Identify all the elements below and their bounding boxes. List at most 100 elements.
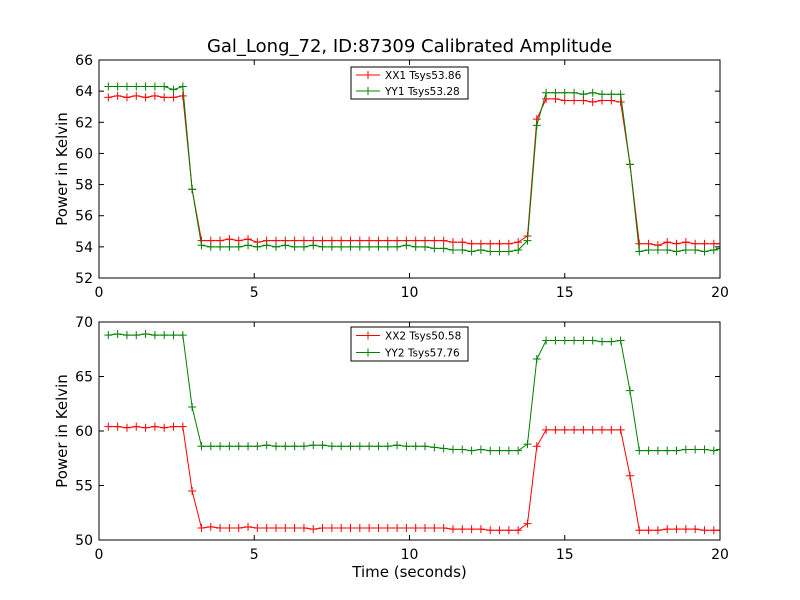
data-point-yy1 xyxy=(122,82,131,91)
legend-entry: XX1 Tsys53.86 xyxy=(385,70,462,82)
data-point-yy1 xyxy=(495,247,504,256)
data-point-yy2 xyxy=(234,442,243,451)
data-point-xx2 xyxy=(318,524,327,533)
data-point-yy2 xyxy=(467,446,476,455)
data-point-yy2 xyxy=(104,331,113,340)
data-point-yy1 xyxy=(467,247,476,256)
data-point-xx1 xyxy=(716,239,720,248)
top-panel-xx1-yy1: 0 5 10 15 20 52 54 56 58 60 62 64 66 Gal_Long_72, ID:… xyxy=(53,36,729,301)
data-point-yy2 xyxy=(716,445,720,454)
data-point-yy2 xyxy=(244,442,253,451)
data-point-yy1 xyxy=(309,241,318,250)
data-point-yy2 xyxy=(206,442,215,451)
data-point-yy1 xyxy=(598,90,607,99)
data-point-yy2 xyxy=(476,445,485,454)
data-point-yy1 xyxy=(691,245,700,254)
data-point-yy2 xyxy=(411,442,420,451)
data-point-yy1 xyxy=(504,247,513,256)
data-point-yy2 xyxy=(253,442,262,451)
data-point-yy1 xyxy=(113,82,122,91)
data-point-xx1 xyxy=(104,93,113,102)
data-point-yy1 xyxy=(132,82,141,91)
data-point-yy1 xyxy=(104,82,113,91)
data-point-yy1 xyxy=(709,245,718,254)
y-tick-label: 55 xyxy=(75,479,93,495)
data-point-yy2 xyxy=(402,442,411,451)
y-tick-label: 65 xyxy=(75,370,93,386)
data-point-yy2 xyxy=(700,445,709,454)
data-point-xx1 xyxy=(430,236,439,245)
data-point-xx1 xyxy=(504,239,513,248)
data-point-yy2 xyxy=(672,446,681,455)
data-point-xx2 xyxy=(560,425,569,434)
data-point-xx1 xyxy=(663,238,672,247)
data-point-yy1 xyxy=(225,242,234,251)
data-point-xx1 xyxy=(672,239,681,248)
data-point-xx2 xyxy=(458,525,467,534)
data-point-xx2 xyxy=(467,525,476,534)
data-point-yy1 xyxy=(383,242,392,251)
data-point-xx1 xyxy=(495,239,504,248)
data-point-xx2 xyxy=(113,422,122,431)
data-point-xx2 xyxy=(486,526,495,535)
data-point-yy2 xyxy=(523,440,532,449)
data-point-yy1 xyxy=(681,245,690,254)
data-point-yy2 xyxy=(514,446,523,455)
data-point-yy1 xyxy=(188,185,197,194)
data-point-yy2 xyxy=(150,331,159,340)
data-point-xx1 xyxy=(178,91,187,100)
data-point-xx2 xyxy=(504,526,513,535)
data-point-yy2 xyxy=(355,442,364,451)
data-point-yy2 xyxy=(225,442,234,451)
y-tick-label: 62 xyxy=(75,115,93,131)
chart-title: Gal_Long_72, ID:87309 Calibrated Amplitu… xyxy=(207,36,612,57)
data-point-xx1 xyxy=(122,93,131,102)
data-point-xx1 xyxy=(486,239,495,248)
data-point-yy1 xyxy=(588,88,597,97)
data-point-xx1 xyxy=(225,235,234,244)
data-point-yy1 xyxy=(197,241,206,250)
data-point-xx1 xyxy=(560,96,569,105)
y-tick-label: 56 xyxy=(75,209,93,225)
data-point-xx2 xyxy=(290,524,299,533)
legend-box xyxy=(350,326,469,362)
data-point-yy2 xyxy=(607,337,616,346)
bottom-panel-xx2-yy2: 0 5 10 15 20 50 55 60 65 70 Power in Kelvin Time (s… xyxy=(53,315,729,581)
data-point-yy2 xyxy=(551,336,560,345)
legend-entry: YY2 Tsys57.76 xyxy=(384,348,460,360)
data-point-yy1 xyxy=(542,88,551,97)
data-point-yy2 xyxy=(290,442,299,451)
data-point-yy2 xyxy=(691,445,700,454)
data-point-yy1 xyxy=(374,242,383,251)
data-point-yy1 xyxy=(616,90,625,99)
data-point-yy1 xyxy=(486,247,495,256)
x-tick-label: 5 xyxy=(250,285,259,301)
data-point-yy1 xyxy=(551,88,560,97)
data-point-yy1 xyxy=(160,82,169,91)
data-point-yy1 xyxy=(716,244,720,253)
data-point-yy2 xyxy=(216,442,225,451)
data-point-yy1 xyxy=(625,160,634,169)
data-point-yy2 xyxy=(458,445,467,454)
data-point-xx2 xyxy=(393,524,402,533)
data-point-yy2 xyxy=(644,446,653,455)
data-point-xx2 xyxy=(206,522,215,531)
data-point-yy1 xyxy=(448,245,457,254)
data-point-yy2 xyxy=(635,446,644,455)
y-tick-label: 60 xyxy=(75,424,93,440)
x-tick-label: 10 xyxy=(401,547,419,563)
data-point-xx2 xyxy=(635,526,644,535)
data-point-yy1 xyxy=(206,242,215,251)
data-point-xx2 xyxy=(253,524,262,533)
data-point-yy1 xyxy=(579,90,588,99)
data-point-yy2 xyxy=(598,337,607,346)
data-point-yy1 xyxy=(262,241,271,250)
data-point-xx2 xyxy=(234,524,243,533)
data-point-yy1 xyxy=(355,242,364,251)
data-point-yy1 xyxy=(365,242,374,251)
data-point-xx2 xyxy=(588,425,597,434)
data-point-xx1 xyxy=(132,91,141,100)
data-point-yy2 xyxy=(160,331,169,340)
legend-box xyxy=(350,66,469,100)
